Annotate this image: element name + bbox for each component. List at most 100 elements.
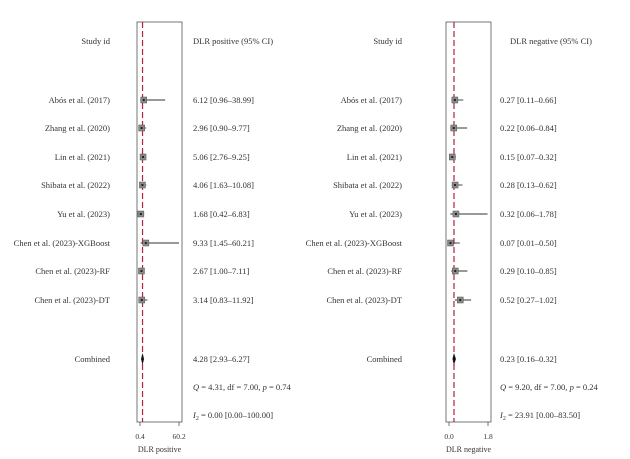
ci-text: 5.06 [2.76–9.25] (193, 152, 250, 162)
study-row: Chen et al. (2023)-DT 3.14 [0.83–11.92] (34, 295, 253, 305)
estimate-point (453, 99, 456, 101)
ci-text: 2.67 [1.00–7.11] (193, 266, 250, 276)
stat-symbol: I (499, 410, 504, 420)
stat-subscript: 2 (196, 416, 199, 422)
header-ci: DLR negative (95% CI) (510, 36, 592, 46)
stat-value: = 9.20, df = 7.00, (506, 382, 569, 392)
estimate-point (451, 156, 454, 158)
study-name: Zhang et al. (2020) (45, 123, 110, 133)
estimate-point (449, 242, 452, 244)
stat-subscript: 2 (503, 416, 506, 422)
stat-value: = 4.31, df = 7.00, (199, 382, 262, 392)
heterogeneity-stat: Q = 4.31, df = 7.00, p = 0.74 (193, 382, 291, 392)
study-name: Abós et al. (2017) (49, 95, 111, 105)
study-row: Yu et al. (2023) 1.68 [0.42–6.83] (57, 209, 250, 219)
study-row: Abós et al. (2017) 6.12 [0.96–38.99] (49, 95, 254, 105)
stat-symbol: Q (193, 382, 199, 392)
study-row: Chen et al. (2023)-XGBoost 9.33 [1.45–60.… (14, 238, 254, 248)
stat-symbol: Q (500, 382, 506, 392)
ci-text: 0.52 [0.27–1.02] (500, 295, 557, 305)
estimate-point (459, 299, 462, 301)
study-row: Shibata et al. (2022) 4.06 [1.63–10.08] (41, 180, 254, 190)
stat-symbol: I (192, 410, 197, 420)
estimate-point (139, 213, 142, 215)
ci-text: 0.27 [0.11–0.66] (500, 95, 557, 105)
x-tick-label: 0.4 (135, 432, 145, 441)
heterogeneity-stat: I2 = 0.00 [0.00–100.00] (192, 410, 273, 422)
estimate-point (454, 213, 457, 215)
ci-text: 9.33 [1.45–60.21] (193, 238, 254, 248)
x-axis-label: DLR positive (138, 445, 182, 454)
estimate-point (452, 127, 455, 129)
study-row: Chen et al. (2023)-RF 0.29 [0.10–0.85] (327, 266, 556, 276)
ci-text: 0.29 [0.10–0.85] (500, 266, 557, 276)
estimate-point (144, 242, 147, 244)
ci-text: 1.68 [0.42–6.83] (193, 209, 250, 219)
p-value: = 0.74 (267, 382, 292, 392)
study-name: Yu et al. (2023) (57, 209, 110, 219)
header-ci: DLR positive (95% CI) (193, 36, 273, 46)
p-value: = 0.24 (574, 382, 599, 392)
study-row: Chen et al. (2023)-RF 2.67 [1.00–7.11] (35, 266, 249, 276)
study-row: Lin et al. (2021) 5.06 [2.76–9.25] (55, 152, 250, 162)
ci-text: 0.07 [0.01–0.50] (500, 238, 557, 248)
study-name: Yu et al. (2023) (349, 209, 402, 219)
study-row: Abós et al. (2017) 0.27 [0.11–0.66] (341, 95, 557, 105)
study-name: Chen et al. (2023)-XGBoost (306, 238, 403, 248)
combined-ci-text: 4.28 [2.93–6.27] (193, 354, 250, 364)
combined-row: Combined 4.28 [2.93–6.27] (75, 353, 250, 365)
stat-value: = 23.91 [0.00–83.50] (506, 410, 580, 420)
combined-diamond (452, 353, 456, 365)
estimate-point (140, 299, 143, 301)
combined-ci-text: 0.23 [0.16–0.32] (500, 354, 557, 364)
combined-label: Combined (367, 354, 403, 364)
study-name: Shibata et al. (2022) (41, 180, 110, 190)
study-name: Chen et al. (2023)-RF (327, 266, 402, 276)
forest-panel-1: Study id DLR positive (95% CI) Abós et al.… (14, 21, 291, 454)
p-symbol: p (569, 382, 574, 392)
study-row: Shibata et al. (2022) 0.28 [0.13–0.62] (333, 180, 557, 190)
forest-panel-2: Study id DLR negative (95% CI) Abós et al.… (306, 21, 598, 454)
estimate-point (142, 156, 145, 158)
heterogeneity-stat: I2 = 23.91 [0.00–83.50] (499, 410, 580, 422)
study-name: Chen et al. (2023)-XGBoost (14, 238, 111, 248)
x-tick-label: 1.8 (483, 432, 493, 441)
study-row: Chen et al. (2023)-DT 0.52 [0.27–1.02] (326, 295, 556, 305)
ci-text: 4.06 [1.63–10.08] (193, 180, 254, 190)
estimate-point (140, 270, 143, 272)
ci-text: 0.32 [0.06–1.78] (500, 209, 557, 219)
study-name: Lin et al. (2021) (55, 152, 110, 162)
stat-value: = 0.00 [0.00–100.00] (199, 410, 273, 420)
ci-text: 2.96 [0.90–9.77] (193, 123, 250, 133)
study-name: Shibata et al. (2022) (333, 180, 402, 190)
x-tick-label: 60.2 (172, 432, 185, 441)
estimate-point (140, 127, 143, 129)
study-name: Chen et al. (2023)-RF (35, 266, 110, 276)
combined-diamond (141, 353, 145, 365)
study-row: Zhang et al. (2020) 2.96 [0.90–9.77] (45, 123, 250, 133)
ci-text: 0.28 [0.13–0.62] (500, 180, 557, 190)
ci-text: 0.15 [0.07–0.32] (500, 152, 557, 162)
study-name: Zhang et al. (2020) (337, 123, 402, 133)
ci-text: 6.12 [0.96–38.99] (193, 95, 254, 105)
x-axis-label: DLR negative (446, 445, 492, 454)
study-name: Lin et al. (2021) (347, 152, 402, 162)
plot-frame (136, 21, 183, 423)
estimate-point (142, 99, 145, 101)
estimate-point (141, 184, 144, 186)
header-study-id: Study id (373, 36, 402, 46)
header-study-id: Study id (81, 36, 110, 46)
ci-text: 0.22 [0.06–0.84] (500, 123, 557, 133)
study-name: Abós et al. (2017) (341, 95, 403, 105)
heterogeneity-stat: Q = 9.20, df = 7.00, p = 0.24 (500, 382, 598, 392)
study-row: Lin et al. (2021) 0.15 [0.07–0.32] (347, 152, 557, 162)
study-row: Zhang et al. (2020) 0.22 [0.06–0.84] (337, 123, 557, 133)
study-name: Chen et al. (2023)-DT (34, 295, 110, 305)
combined-label: Combined (75, 354, 111, 364)
combined-row: Combined 0.23 [0.16–0.32] (367, 353, 557, 365)
study-name: Chen et al. (2023)-DT (326, 295, 402, 305)
estimate-point (454, 184, 457, 186)
study-row: Chen et al. (2023)-XGBoost 0.07 [0.01–0.5… (306, 238, 557, 248)
